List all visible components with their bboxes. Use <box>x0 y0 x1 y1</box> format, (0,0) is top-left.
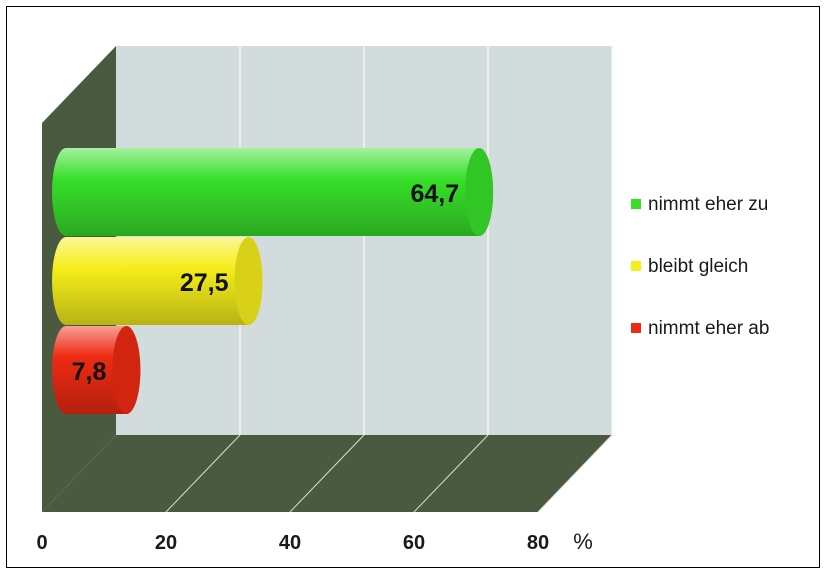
legend-label: bleibt gleich <box>648 256 748 277</box>
bar-3: 7,8 <box>52 326 141 414</box>
x-axis: 0 20 40 60 80% <box>36 529 592 554</box>
x-tick-label: 20 <box>155 532 177 554</box>
bar-2: 27,5 <box>52 237 263 325</box>
x-axis-unit: % <box>573 529 593 554</box>
legend-item: bleibt gleich <box>631 256 748 277</box>
bar-body <box>52 237 263 325</box>
data-label: 7,8 <box>72 358 107 386</box>
x-tick-label: 60 <box>403 532 425 554</box>
bar-end-cap <box>465 148 494 236</box>
floor-gridline <box>165 434 241 513</box>
x-tick-label: 40 <box>279 532 301 554</box>
x-tick-label: 80 <box>527 532 549 554</box>
legend-label: nimmt eher ab <box>648 318 769 339</box>
bar-end-cap <box>234 237 263 325</box>
legend-swatch <box>631 199 641 209</box>
x-tick-label: 0 <box>36 532 47 554</box>
floor-gridline <box>537 434 613 513</box>
legend-item: nimmt eher zu <box>631 194 768 215</box>
data-label: 27,5 <box>180 269 229 297</box>
floor-gridline <box>413 434 489 513</box>
bars: 64,7 27,5 7,8 <box>52 148 494 414</box>
bar-end-cap <box>112 326 141 414</box>
legend: nimmt eher zu bleibt gleich nimmt eher ab <box>631 194 769 339</box>
data-label: 64,7 <box>410 180 459 208</box>
legend-item: nimmt eher ab <box>631 318 769 339</box>
bar-body <box>52 148 494 236</box>
legend-swatch <box>631 323 641 333</box>
floor-gridline <box>289 434 365 513</box>
bar-1: 64,7 <box>52 148 494 236</box>
legend-label: nimmt eher zu <box>648 194 768 215</box>
legend-swatch <box>631 261 641 271</box>
